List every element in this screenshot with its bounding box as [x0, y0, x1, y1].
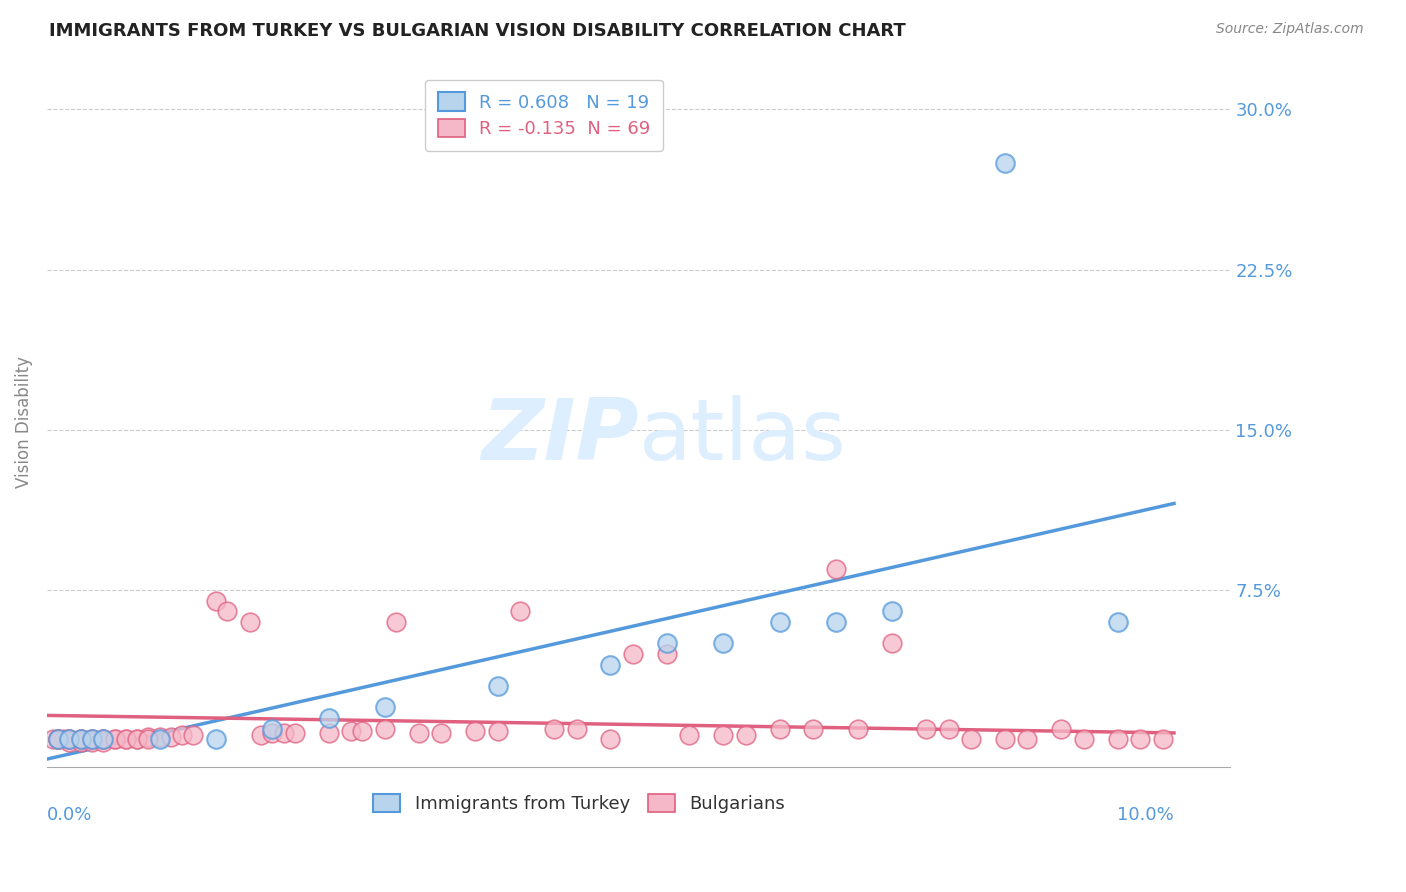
Text: IMMIGRANTS FROM TURKEY VS BULGARIAN VISION DISABILITY CORRELATION CHART: IMMIGRANTS FROM TURKEY VS BULGARIAN VISI…	[49, 22, 905, 40]
Point	[58, 732, 80, 747]
Point	[103, 732, 125, 747]
Point	[103, 732, 125, 747]
Point	[46, 732, 69, 747]
Point	[960, 732, 983, 747]
Point	[1129, 732, 1152, 747]
Point	[848, 722, 870, 736]
Point	[183, 728, 205, 742]
Point	[543, 722, 565, 736]
Point	[58, 732, 80, 747]
Text: 0.0%: 0.0%	[46, 805, 93, 823]
Text: Source: ZipAtlas.com: Source: ZipAtlas.com	[1216, 22, 1364, 37]
Point	[385, 615, 408, 629]
Point	[239, 615, 262, 629]
Point	[599, 657, 621, 672]
Point	[374, 722, 396, 736]
Point	[262, 722, 284, 736]
Point	[1152, 732, 1174, 747]
Point	[768, 722, 790, 736]
Legend: Immigrants from Turkey, Bulgarians: Immigrants from Turkey, Bulgarians	[366, 787, 793, 821]
Point	[994, 732, 1017, 747]
Point	[430, 726, 453, 740]
Point	[1073, 732, 1095, 747]
Point	[1107, 732, 1129, 747]
Point	[125, 732, 148, 747]
Point	[149, 731, 172, 745]
Point	[408, 726, 430, 740]
Point	[136, 731, 159, 745]
Point	[374, 700, 396, 714]
Point	[1107, 615, 1129, 629]
Point	[262, 726, 284, 740]
Point	[486, 723, 509, 738]
Point	[58, 734, 80, 748]
Point	[46, 732, 69, 747]
Point	[599, 732, 621, 747]
Point	[655, 636, 678, 650]
Point	[69, 732, 91, 747]
Point	[655, 647, 678, 661]
Point	[114, 732, 136, 747]
Point	[1017, 732, 1039, 747]
Y-axis label: Vision Disability: Vision Disability	[15, 356, 32, 488]
Point	[205, 593, 228, 607]
Point	[91, 734, 114, 748]
Point	[678, 728, 700, 742]
Point	[46, 732, 69, 747]
Point	[882, 604, 904, 618]
Point	[172, 728, 194, 742]
Point	[352, 723, 374, 738]
Point	[486, 679, 509, 693]
Point	[273, 726, 295, 740]
Point	[938, 722, 960, 736]
Point	[509, 604, 531, 618]
Point	[125, 732, 148, 747]
Point	[160, 731, 183, 745]
Point	[114, 732, 136, 747]
Point	[882, 636, 904, 650]
Point	[46, 732, 69, 747]
Point	[824, 615, 846, 629]
Point	[136, 732, 159, 747]
Point	[69, 732, 91, 747]
Point	[205, 732, 228, 747]
Point	[80, 732, 103, 747]
Point	[621, 647, 644, 661]
Text: ZIP: ZIP	[481, 394, 638, 477]
Point	[565, 722, 588, 736]
Point	[318, 711, 340, 725]
Point	[801, 722, 824, 736]
Point	[149, 732, 172, 747]
Point	[217, 604, 239, 618]
Point	[91, 732, 114, 747]
Point	[69, 732, 91, 747]
Point	[58, 732, 80, 747]
Point	[250, 728, 273, 742]
Point	[994, 156, 1017, 170]
Point	[80, 732, 103, 747]
Text: 10.0%: 10.0%	[1118, 805, 1174, 823]
Point	[915, 722, 938, 736]
Point	[711, 728, 734, 742]
Point	[340, 723, 363, 738]
Point	[91, 732, 114, 747]
Point	[711, 636, 734, 650]
Point	[318, 726, 340, 740]
Point	[284, 726, 307, 740]
Point	[734, 728, 756, 742]
Point	[1050, 722, 1073, 736]
Point	[464, 723, 486, 738]
Point	[52, 732, 75, 747]
Point	[69, 734, 91, 748]
Text: atlas: atlas	[638, 394, 846, 477]
Point	[80, 732, 103, 747]
Point	[824, 561, 846, 575]
Point	[91, 732, 114, 747]
Point	[768, 615, 790, 629]
Point	[41, 732, 63, 747]
Point	[80, 734, 103, 748]
